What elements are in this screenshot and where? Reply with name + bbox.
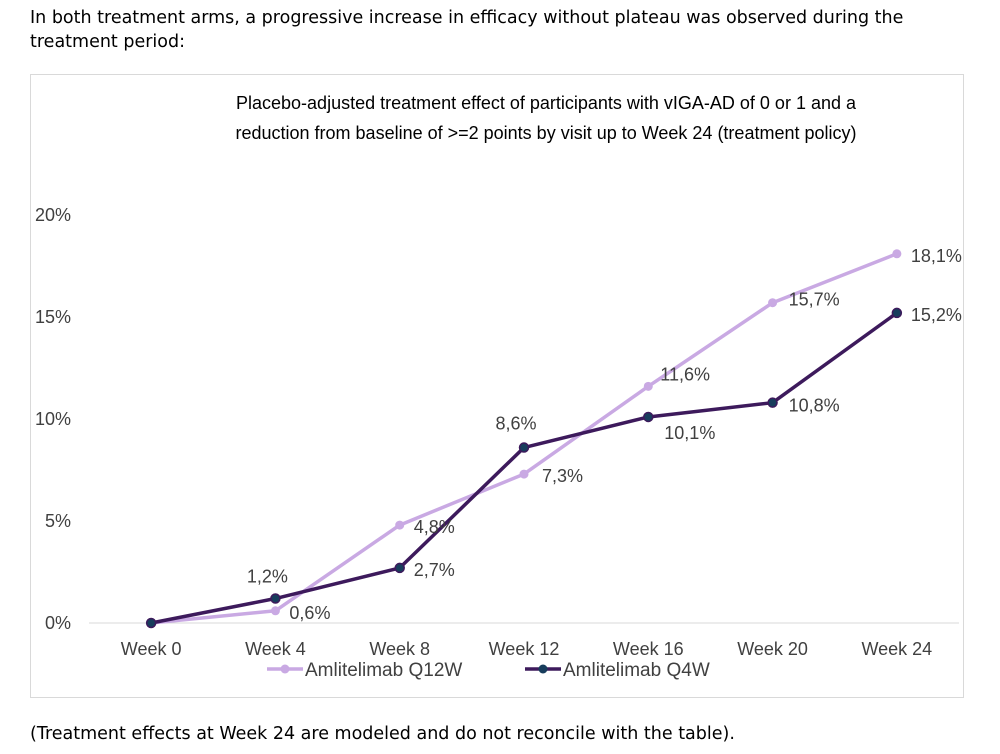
data-point-marker (643, 411, 654, 423)
x-tick-label: Week 0 (121, 639, 182, 659)
x-tick-label: Week 8 (369, 639, 430, 659)
y-tick-label: 5% (45, 511, 71, 531)
y-tick-label: 20% (35, 205, 71, 225)
chart-container: Placebo-adjusted treatment effect of par… (30, 74, 964, 698)
x-tick-label: Week 4 (245, 639, 306, 659)
data-point-marker (892, 249, 902, 259)
data-label: 8,6% (495, 414, 536, 434)
data-point-marker (518, 442, 530, 453)
data-label: 11,6% (660, 364, 710, 384)
x-tick-label: Week 24 (861, 639, 932, 659)
footnote-text: (Treatment effects at Week 24 are modele… (30, 724, 735, 744)
chart-title-line: Placebo-adjusted treatment effect of par… (236, 93, 857, 113)
x-tick-label: Week 20 (737, 639, 808, 659)
chart-title-line: reduction from baseline of >=2 points by… (236, 123, 857, 143)
data-point-marker (891, 307, 903, 319)
data-point-marker (643, 381, 653, 391)
legend-label: Amlitelimab Q12W (305, 660, 462, 681)
data-point-marker (270, 606, 280, 616)
data-label: 7,3% (542, 466, 583, 486)
data-point-marker (768, 298, 778, 308)
data-point-marker (145, 617, 157, 629)
legend-marker-2 (538, 664, 548, 674)
data-label: 1,2% (247, 567, 288, 587)
intro-text: In both treatment arms, a progressive in… (30, 8, 904, 52)
data-label: 15,7% (789, 290, 840, 310)
data-label: 4,8% (414, 517, 455, 537)
data-label: 0,6% (289, 603, 330, 623)
data-point-marker (394, 562, 405, 574)
x-tick-label: Week 16 (613, 639, 684, 659)
legend-marker-1 (280, 664, 290, 674)
line-chart: Placebo-adjusted treatment effect of par… (35, 93, 962, 681)
data-label: 2,7% (414, 560, 455, 580)
data-label: 18,1% (911, 246, 962, 266)
y-tick-label: 10% (35, 409, 71, 429)
x-tick-label: Week 12 (489, 639, 560, 659)
data-point-marker (519, 469, 529, 479)
data-point-marker (270, 593, 281, 604)
data-label: 10,8% (789, 396, 840, 416)
data-label: 15,2% (911, 305, 962, 325)
legend-label: Amlitelimab Q4W (563, 660, 710, 681)
data-point-marker (395, 520, 405, 530)
y-tick-label: 0% (45, 613, 71, 633)
y-tick-label: 15% (35, 307, 71, 327)
data-point-marker (767, 397, 778, 408)
data-label: 10,1% (664, 423, 715, 443)
